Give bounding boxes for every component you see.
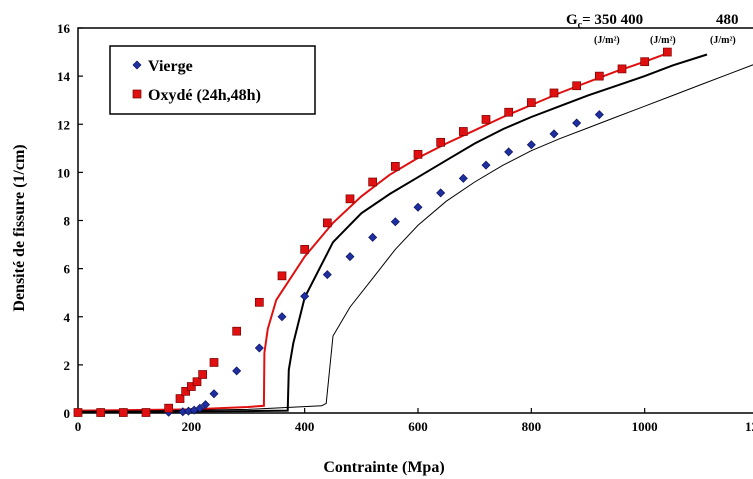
annotation-480: 480: [716, 12, 739, 28]
oxyde-point: [232, 326, 242, 336]
oxyde-point: [458, 127, 468, 136]
vierge-point: [413, 202, 423, 212]
vierge-point: [594, 110, 604, 120]
vierge-point: [458, 173, 468, 183]
vierge-point: [300, 291, 310, 301]
x-tick-label: 400: [295, 419, 315, 434]
oxyde-point: [662, 47, 672, 57]
oxyde-point: [504, 107, 514, 117]
oxyde-point: [436, 137, 446, 147]
oxyde-point: [96, 408, 106, 417]
y-tick-label: 12: [57, 117, 70, 132]
oxyde-point: [141, 408, 151, 417]
vierge-point: [345, 252, 355, 262]
legend: Vierge Oxydé (24h,48h): [109, 45, 316, 115]
x-tick-label: 200: [182, 419, 202, 434]
oxyde-point: [186, 382, 196, 391]
x-axis-title: Contrainte (Mpa): [323, 459, 444, 476]
vierge-point: [195, 403, 205, 413]
legend-label-vierge: Vierge: [148, 58, 193, 75]
vierge-point: [526, 140, 536, 150]
gc-annotations: Gc= 350 400 480 (J/m²) (J/m²) (J/m²): [566, 12, 739, 46]
vierge-point: [549, 129, 559, 139]
vierge-point: [232, 366, 242, 376]
y-tick-label: 14: [57, 69, 71, 84]
oxyde-point: [413, 149, 423, 159]
oxyde-point: [617, 64, 627, 74]
legend-box: [109, 45, 316, 115]
y-tick-label: 2: [64, 358, 71, 373]
oxyde-point: [322, 218, 332, 228]
oxyde-point: [549, 88, 559, 98]
oxyde-point: [175, 394, 185, 403]
oxyde-point: [481, 115, 491, 124]
oxyde-point: [345, 194, 355, 204]
oxyde-point: [277, 271, 287, 281]
axis-ticks: 0 200 400 600 800 1000 1200 0 2 4 6 8 10 12 14 16: [57, 21, 753, 434]
oxyde-point: [73, 408, 83, 417]
oxyde-point: [300, 245, 310, 254]
vierge-point: [504, 147, 514, 157]
vierge-point: [436, 188, 446, 198]
vierge-point: [201, 400, 210, 410]
legend-label-oxyde: Oxydé (24h,48h): [148, 87, 261, 104]
annotation-unit-480: (J/m²): [710, 35, 736, 46]
x-tick-label: 600: [408, 419, 428, 434]
annotation-unit-350: (J/m²): [594, 35, 620, 46]
oxyde-point: [594, 71, 604, 81]
annotation-unit-400: (J/m²): [650, 35, 676, 46]
vierge-point: [254, 343, 264, 353]
oxyde-point: [526, 98, 536, 107]
data-markers: [73, 47, 672, 418]
oxyde-point: [192, 377, 202, 387]
y-tick-label: 0: [64, 406, 71, 421]
legend-marker-vierge: [132, 60, 142, 70]
oxyde-point: [118, 408, 128, 417]
fit-curve-line-3: [77, 53, 708, 413]
y-axis-title: Densité de fissure (1/cm): [11, 144, 28, 311]
legend-marker-oxyde: [132, 89, 142, 99]
vierge-point: [277, 312, 287, 322]
vierge-point: [572, 118, 582, 128]
oxyde-point: [572, 81, 582, 91]
x-tick-label: 1200: [745, 419, 753, 434]
y-tick-label: 4: [64, 310, 71, 325]
y-tick-label: 10: [57, 165, 70, 180]
oxyde-point: [390, 162, 400, 171]
y-tick-label: 6: [64, 262, 71, 277]
vierge-point: [390, 217, 400, 227]
annotation-gc-label: Gc= 350 400: [566, 12, 643, 31]
oxyde-point: [164, 403, 174, 413]
y-tick-label: 8: [64, 214, 71, 229]
oxyde-point: [209, 358, 219, 367]
x-tick-label: 1000: [632, 419, 658, 434]
x-tick-label: 800: [522, 419, 542, 434]
fit-curve-line-4: [77, 64, 753, 413]
oxyde-point: [254, 297, 264, 307]
oxyde-point: [640, 57, 650, 67]
y-tick-label: 16: [57, 21, 71, 36]
vierge-point: [481, 160, 491, 170]
oxyde-point: [181, 386, 191, 396]
oxyde-point: [198, 370, 208, 379]
vierge-point: [322, 270, 332, 280]
vierge-point: [368, 232, 378, 242]
oxyde-point: [368, 177, 378, 187]
vierge-point: [209, 389, 219, 399]
x-tick-label: 0: [75, 419, 82, 434]
